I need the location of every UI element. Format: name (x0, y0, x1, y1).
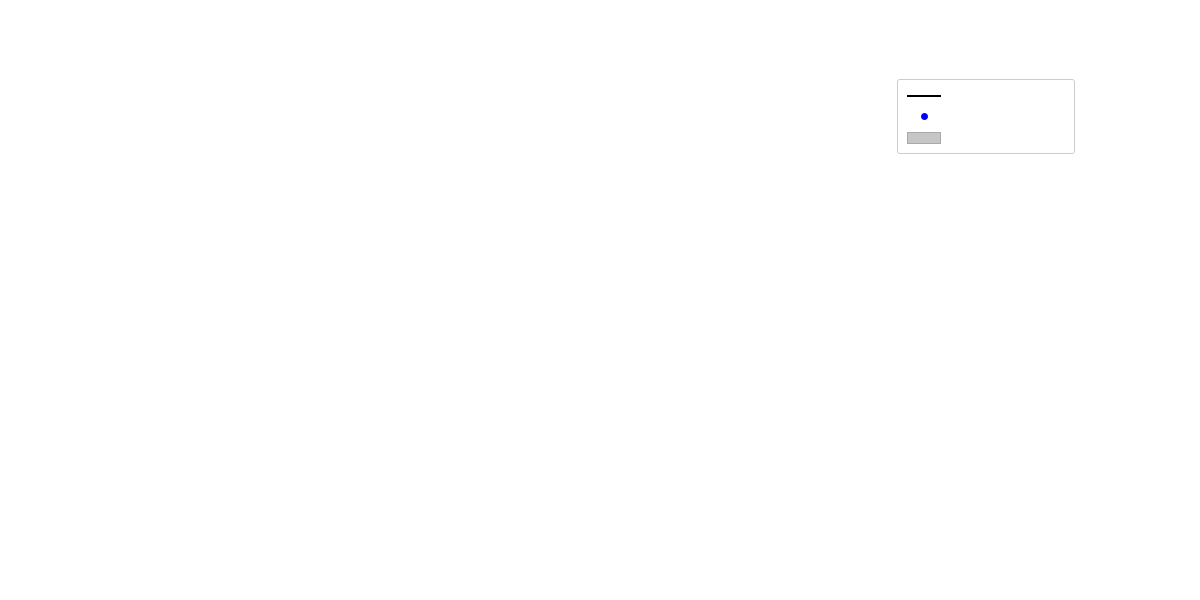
legend-item-median-abs-dev (906, 127, 1068, 148)
mad-patch-swatch (906, 131, 942, 144)
legend-item-median-spectrum (906, 85, 1068, 106)
legend (897, 79, 1075, 154)
flagged-channels-marker-swatch (906, 113, 942, 120)
legend-item-flagged-channels (906, 106, 1068, 127)
median-spectrum-line-swatch (906, 94, 942, 97)
